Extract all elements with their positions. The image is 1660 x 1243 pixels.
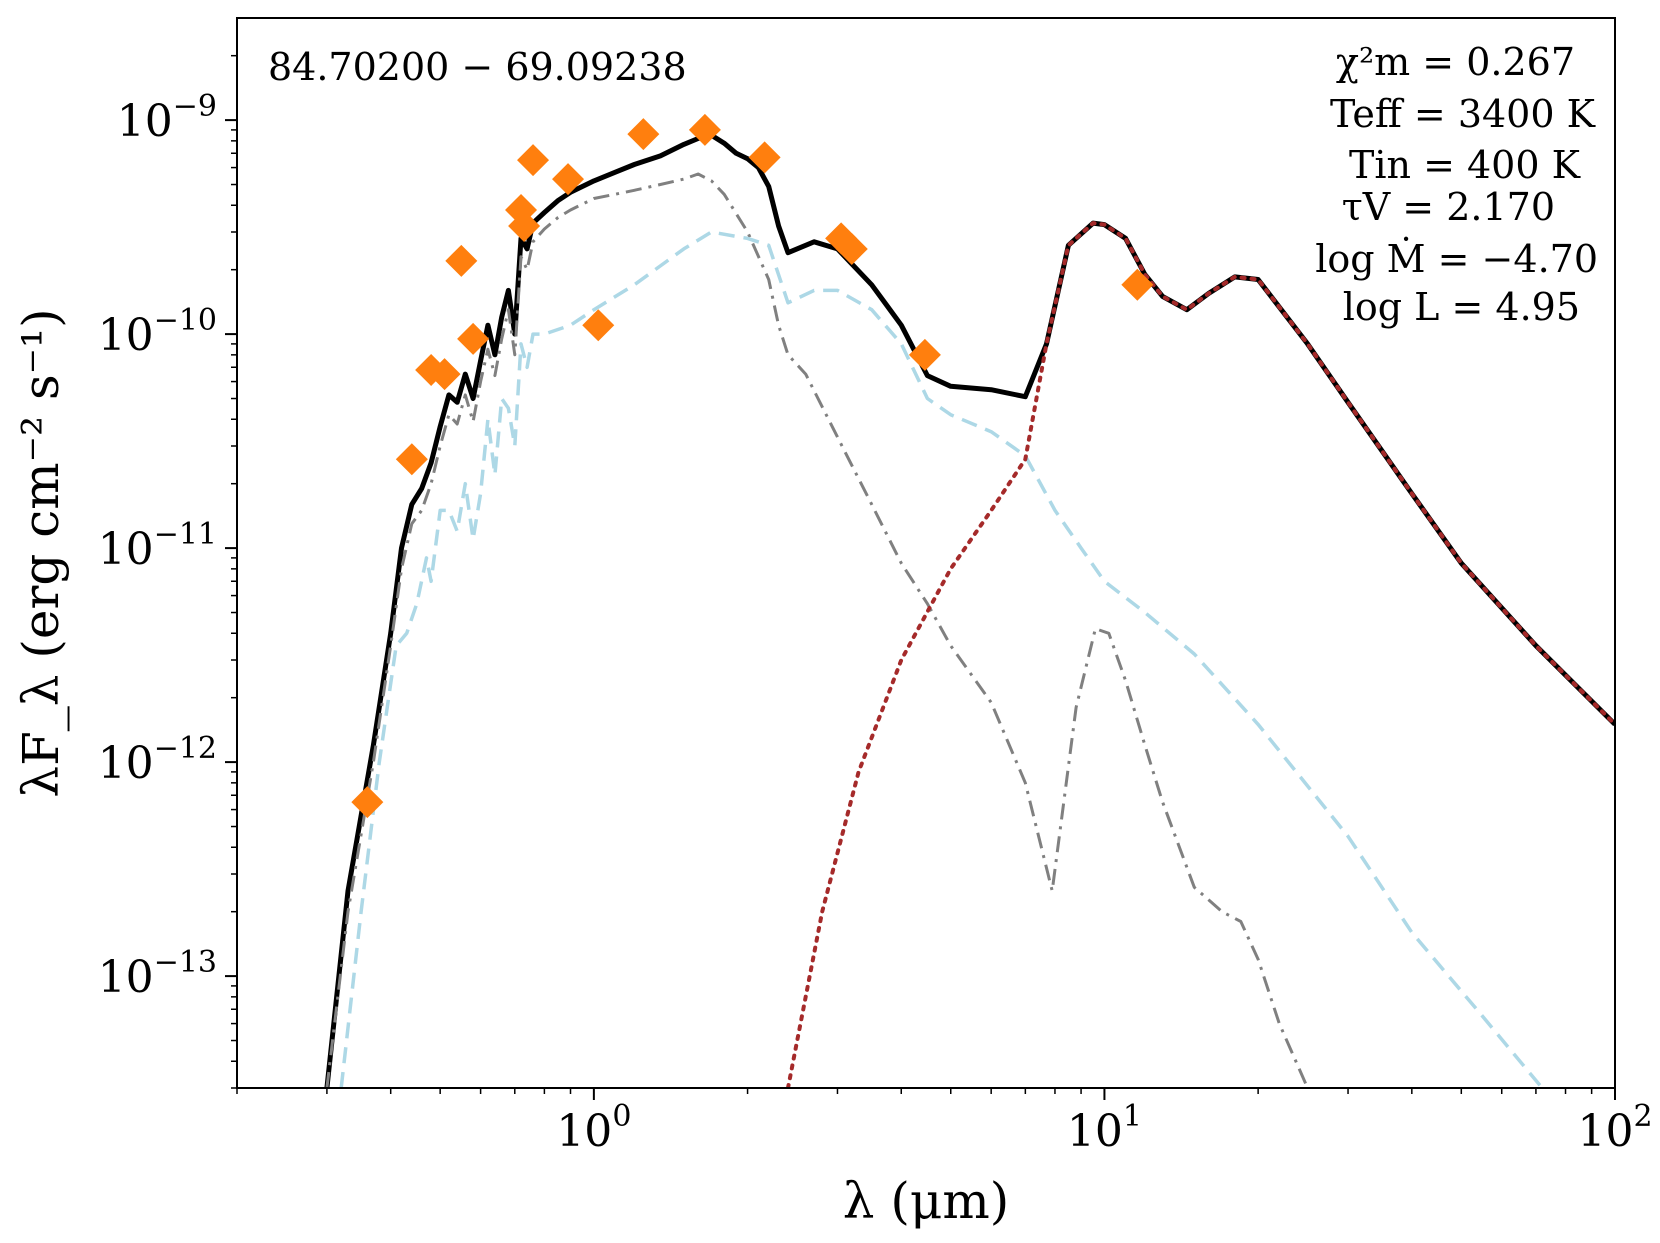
plot-frame (236, 17, 1616, 1089)
fit-parameters: χ²m = 0.267 Teff = 3400 K Tin = 400 K τV… (1315, 40, 1598, 329)
observed-point (688, 113, 721, 146)
observed-point (457, 322, 490, 355)
fit-teff: Teff = 3400 K (1330, 92, 1596, 136)
fit-tau: τV = 2.170 (1342, 185, 1555, 229)
observed-point (582, 309, 615, 342)
y-tick-label: 10−12 (98, 731, 217, 789)
observed-point (627, 118, 660, 151)
observed-point (1121, 268, 1154, 301)
observed-point (428, 358, 461, 391)
x-tick-label: 102 (1577, 1099, 1652, 1157)
x-tick-label: 101 (1067, 1099, 1142, 1157)
y-axis-label: λF_λ (erg cm⁻² s⁻¹) (12, 308, 70, 797)
object-label: 84.70200 − 69.09238 (268, 45, 687, 89)
observed-point (351, 786, 384, 819)
fit-chi2: χ²m = 0.267 (1336, 40, 1575, 84)
x-tick-label: 100 (556, 1099, 631, 1157)
observed-point (552, 163, 585, 196)
x-axis-label: λ (μm) (843, 1172, 1010, 1230)
observed-point (445, 244, 478, 277)
fit-mdot: log Ṁ = −4.70 (1315, 237, 1598, 281)
observed-point (908, 338, 941, 371)
scattered-light-line (339, 230, 1544, 1088)
observed-photometry (351, 113, 1154, 819)
y-tick-label: 10−10 (98, 303, 217, 361)
observed-point (517, 144, 550, 177)
fit-lum: log L = 4.95 (1343, 285, 1580, 329)
observed-point (508, 210, 541, 243)
fit-tin: Tin = 400 K (1349, 143, 1581, 187)
observed-point (395, 443, 428, 476)
observed-point (748, 141, 781, 174)
y-tick-label: 10−9 (117, 89, 217, 147)
axis-ticks: 100 101 102 10−13 10−12 10−11 10−10 10−9 (98, 54, 1653, 1157)
y-tick-label: 10−11 (98, 517, 217, 575)
dust-emission-line (786, 221, 1615, 1088)
attenuated-stellar-line (325, 172, 1309, 1088)
model-curves (324, 132, 1615, 1088)
y-tick-label: 10−13 (98, 945, 217, 1003)
observed-point (835, 232, 868, 265)
